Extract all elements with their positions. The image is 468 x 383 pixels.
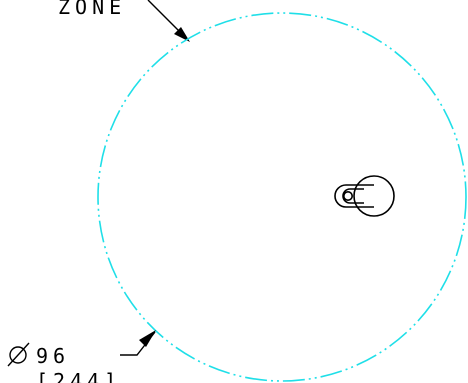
zone-boundary-circle xyxy=(97,12,467,382)
diameter-alt-value: [244] xyxy=(36,369,121,383)
part-slot-inner xyxy=(342,188,364,204)
diameter-value: 96 xyxy=(36,344,70,368)
arrowhead-icon xyxy=(139,330,156,347)
zone-label: ZONE xyxy=(58,0,126,19)
part-slot-body xyxy=(334,184,374,208)
diameter-leader xyxy=(120,330,156,356)
arrowhead-icon xyxy=(174,27,190,42)
diameter-symbol-icon xyxy=(7,342,30,367)
mounting-part xyxy=(334,175,395,217)
part-outer-circle xyxy=(353,175,395,217)
zone-leader xyxy=(147,0,190,42)
part-hole xyxy=(342,191,353,202)
